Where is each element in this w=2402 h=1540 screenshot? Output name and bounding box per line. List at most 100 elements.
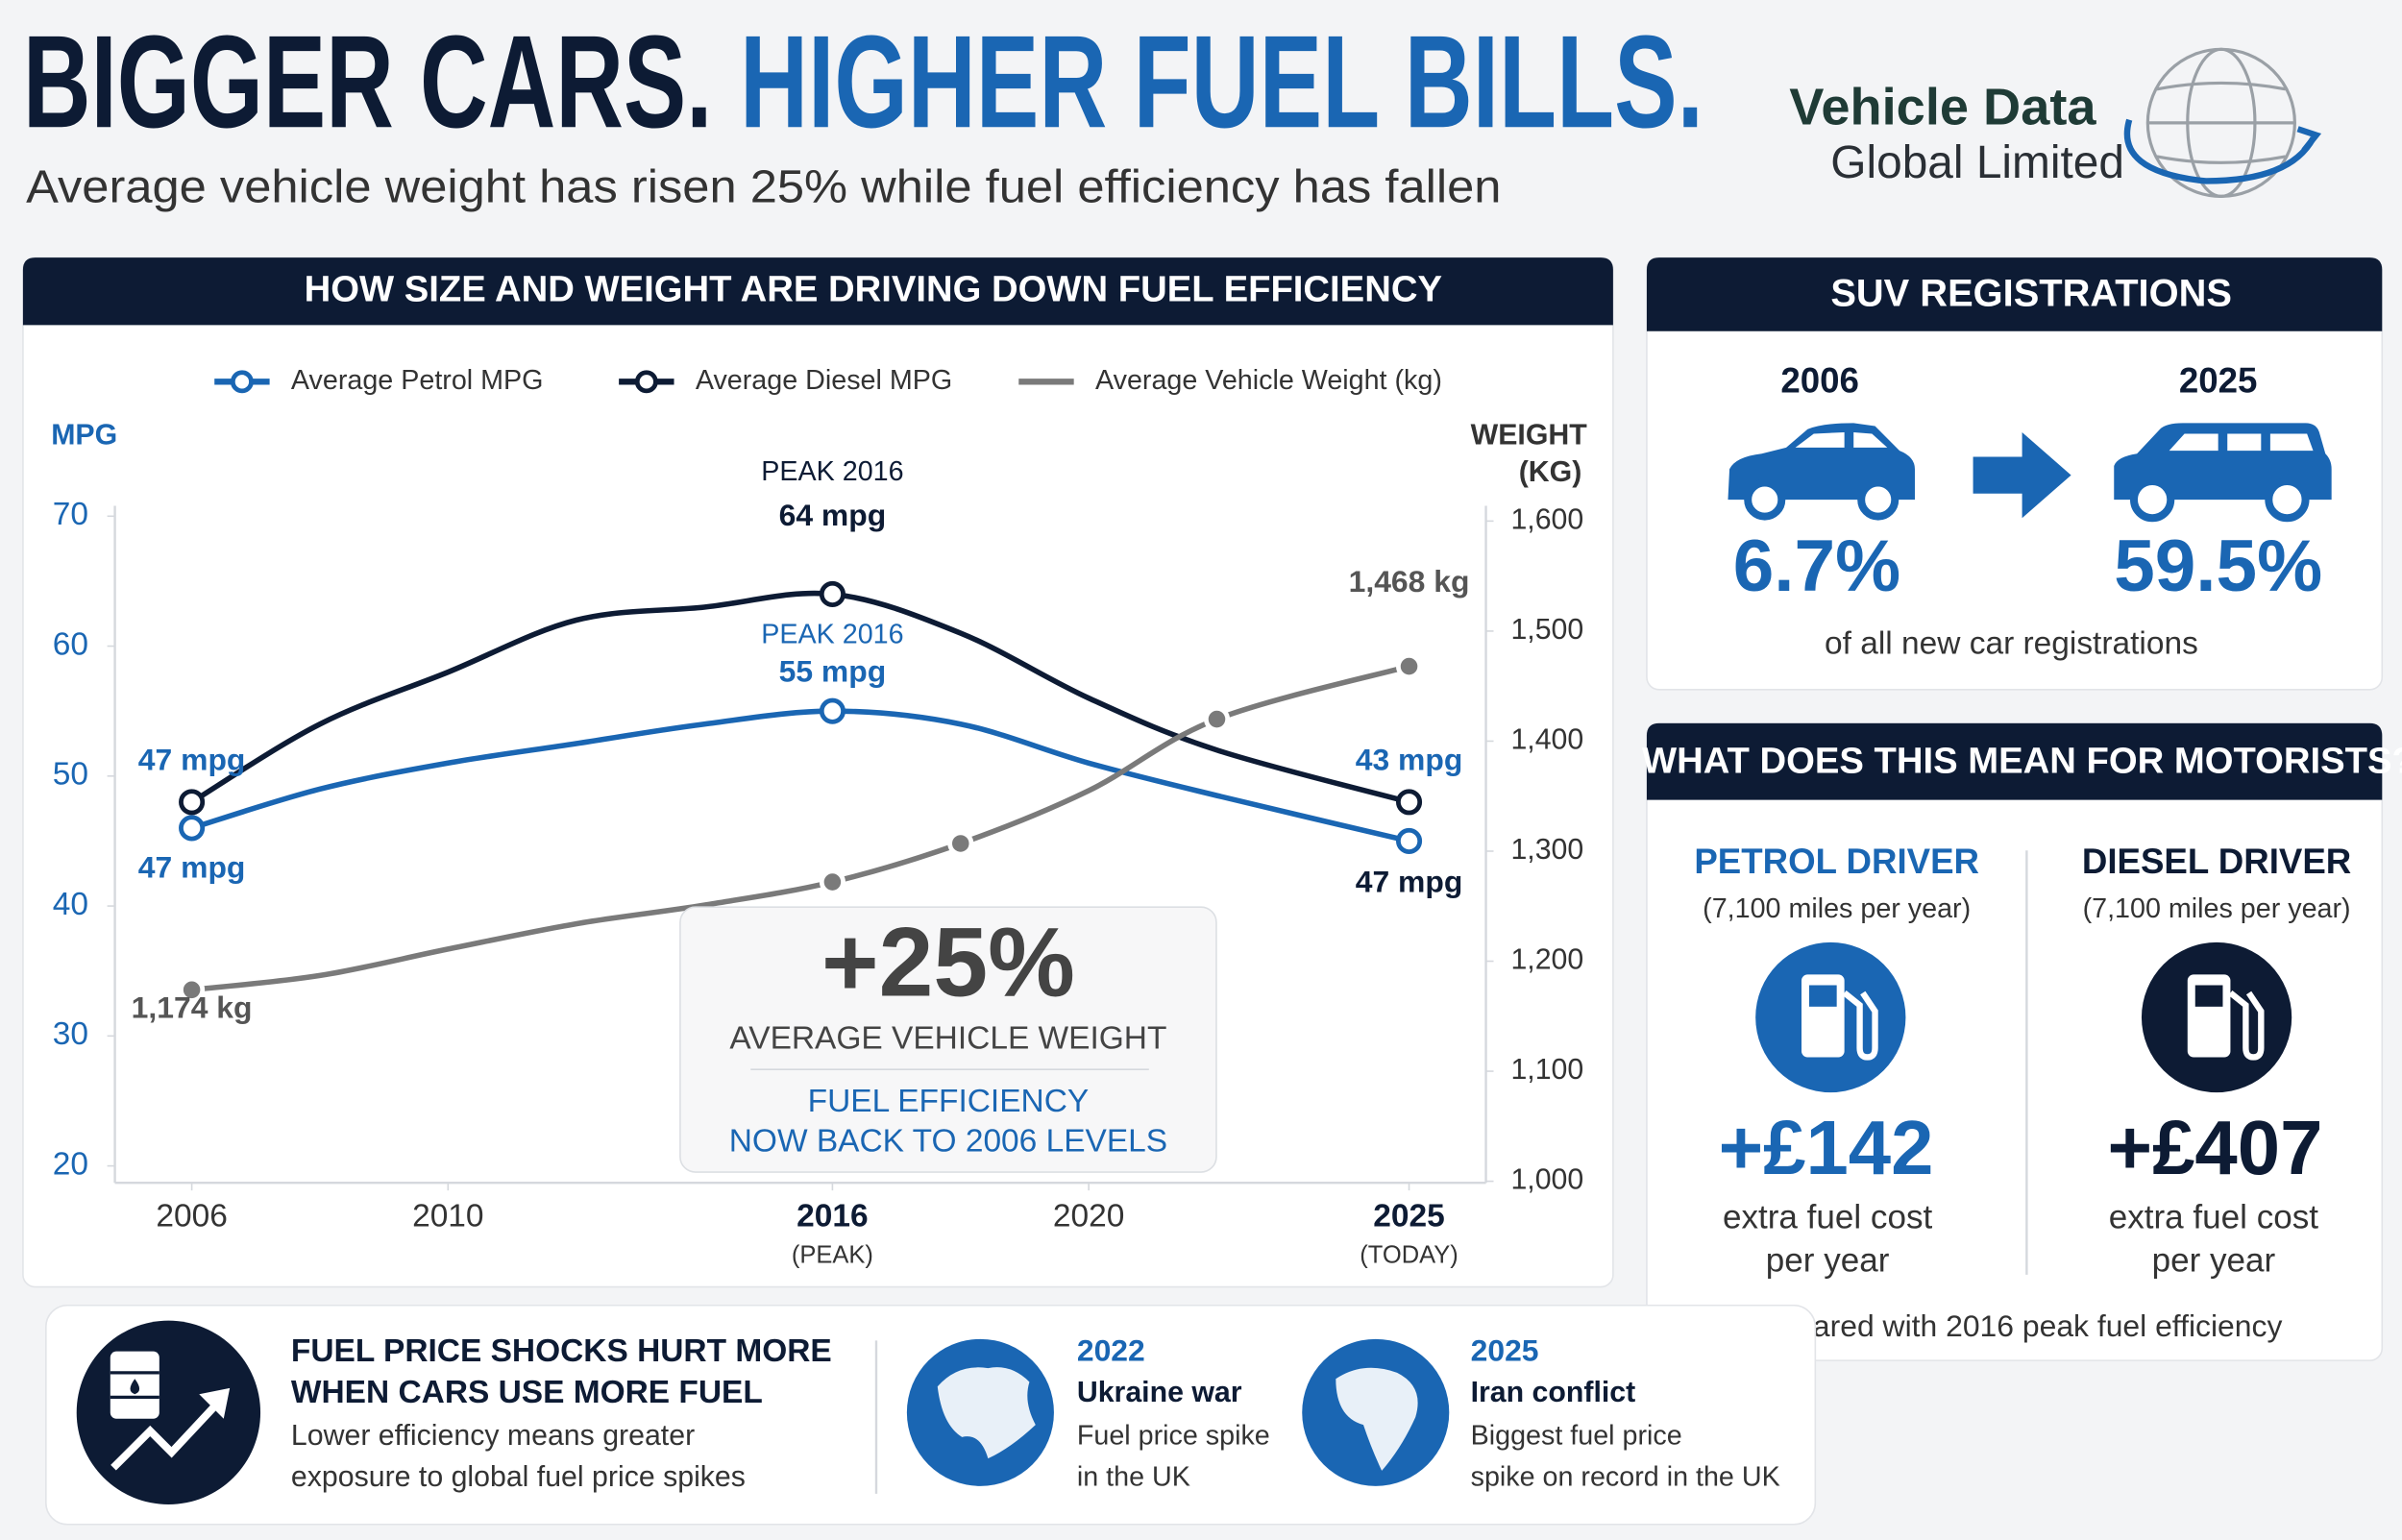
annotation: 47 mpg [1356,865,1463,899]
event-detail: in the UK [1077,1461,1190,1492]
chart-title: HOW SIZE AND WEIGHT ARE DRIVING DOWN FUE… [305,268,1442,309]
sedan-icon [1728,423,1915,521]
y2-axis-label: (KG) [1519,456,1582,488]
motorists-panel-header [1646,722,2383,800]
y-tick-label: 30 [53,1016,88,1052]
annotation: 47 mpg [138,850,246,885]
legend-label: Average Vehicle Weight (kg) [1095,365,1442,396]
y2-tick-label: 1,500 [1510,614,1583,646]
event-detail: spike on record in the UK [1471,1461,1780,1492]
suv-year: 2006 [1780,361,1859,401]
series-line [191,663,1410,993]
x-tick-label: 2006 [156,1199,227,1234]
event-year: 2025 [1471,1333,1539,1368]
suv-year: 2025 [2179,361,2258,401]
y2-tick-label: 1,000 [1510,1164,1583,1196]
diesel-pump-icon [2141,941,2292,1093]
y2-tick-label: 1,100 [1510,1054,1583,1086]
series-marker [1395,827,1423,854]
y2-axis-label: WEIGHT [1471,420,1588,452]
driver-cost: +£142 [1719,1105,1934,1190]
x-tick-label: 2016 [797,1199,868,1234]
series-marker [819,868,846,895]
annotation: 1,468 kg [1349,564,1470,599]
event-name: Iran conflict [1471,1377,1636,1408]
logo-globe [2123,47,2322,198]
plot: 20 30 40 50 60 70 1,000 1,100 1,200 1,300 1,400 1,5… [53,365,1583,1269]
barrel-icon [76,1320,261,1505]
title-lead: BIGGER CARS. [23,9,712,156]
motorists-title: WHAT DOES THIS MEAN FOR MOTORISTS? [1642,740,2402,781]
annotation: PEAK 2016 [761,619,903,649]
x-tick-label: 2020 [1053,1199,1124,1234]
callout-headline: +25% [821,908,1075,1017]
arrow-icon [1973,431,2071,519]
suv-share: 6.7% [1733,526,1900,607]
y2-tick-label: 1,200 [1510,944,1583,976]
suv-icon [2114,423,2332,523]
annotation: PEAK 2016 [761,456,903,487]
series-marker [819,697,846,724]
annotation: 1,174 kg [132,990,253,1025]
y-axis-label: MPG [51,420,117,452]
legend-label: Average Petrol MPG [291,365,544,396]
y2-tick-label: 1,600 [1510,503,1583,535]
event-name: Ukraine war [1077,1377,1242,1408]
series-marker [1395,653,1423,680]
suv-panel-header [1646,257,2383,331]
series-line [190,590,1410,805]
subtitle: Average vehicle weight has risen 25% whi… [26,162,1501,213]
x-tick-label: 2010 [412,1199,483,1234]
annotation: 64 mpg [779,498,887,532]
callout-label: AVERAGE VEHICLE WEIGHT [729,1021,1166,1057]
driver-title: PETROL DRIVER [1694,842,1979,881]
logo-suffix: Global Limited [1830,137,2124,188]
driver-title: DIESEL DRIVER [2082,842,2351,881]
y2-tick-label: 1,300 [1510,834,1583,866]
series-marker [1395,789,1423,816]
annotation: 43 mpg [1356,742,1463,776]
callout-note: NOW BACK TO 2006 LEVELS [729,1124,1167,1160]
driver-cost: +£407 [2108,1105,2323,1190]
suv-title: SUV REGISTRATIONS [1830,273,2232,315]
event-detail: Biggest fuel price [1471,1420,1682,1451]
africa-globe-icon [1302,1338,1450,1486]
driver-mileage: (7,100 miles per year) [1703,893,1971,924]
y-tick-label: 20 [53,1146,88,1182]
y-tick-label: 40 [53,887,88,922]
x-tick-note: (TODAY) [1360,1241,1458,1268]
shocks-body: exposure to global fuel price spikes [291,1461,746,1493]
series-marker [179,789,206,816]
series-marker [179,815,206,842]
driver-cost-note: per year [1766,1241,1890,1279]
series-marker [1203,705,1231,733]
title-emphasis: HIGHER FUEL BILLS. [740,9,1703,156]
motorists-footnote: Compared with 2016 peak fuel efficiency [1731,1308,2283,1343]
driver-mileage: (7,100 miles per year) [2083,893,2351,924]
legend-label: Average Diesel MPG [696,365,952,396]
driver-cost-note: extra fuel cost [1723,1199,1933,1236]
logo-name: Vehicle Data [1789,78,2096,135]
annotation: 47 mpg [138,742,246,776]
petrol-pump-icon [1755,941,1906,1093]
x-tick-note: (PEAK) [792,1241,873,1268]
suv-share: 59.5% [2114,526,2322,607]
series-marker [819,580,846,607]
event-detail: Fuel price spike [1077,1420,1270,1451]
axes [113,505,1487,1185]
chart-panel-header [22,257,1613,326]
series-marker [179,976,206,1003]
x-tick-label: 2025 [1373,1199,1444,1234]
callout-box [679,906,1217,1173]
series-line [190,708,1410,844]
legend-marker [230,370,254,394]
shocks-body: Lower efficiency means greater [291,1420,695,1452]
driver-cost-note: extra fuel cost [2109,1199,2319,1236]
europe-globe-icon [906,1338,1054,1486]
y-tick-label: 70 [53,497,88,532]
y-tick-label: 60 [53,626,88,662]
event-year: 2022 [1077,1333,1145,1368]
series-marker [947,830,974,857]
